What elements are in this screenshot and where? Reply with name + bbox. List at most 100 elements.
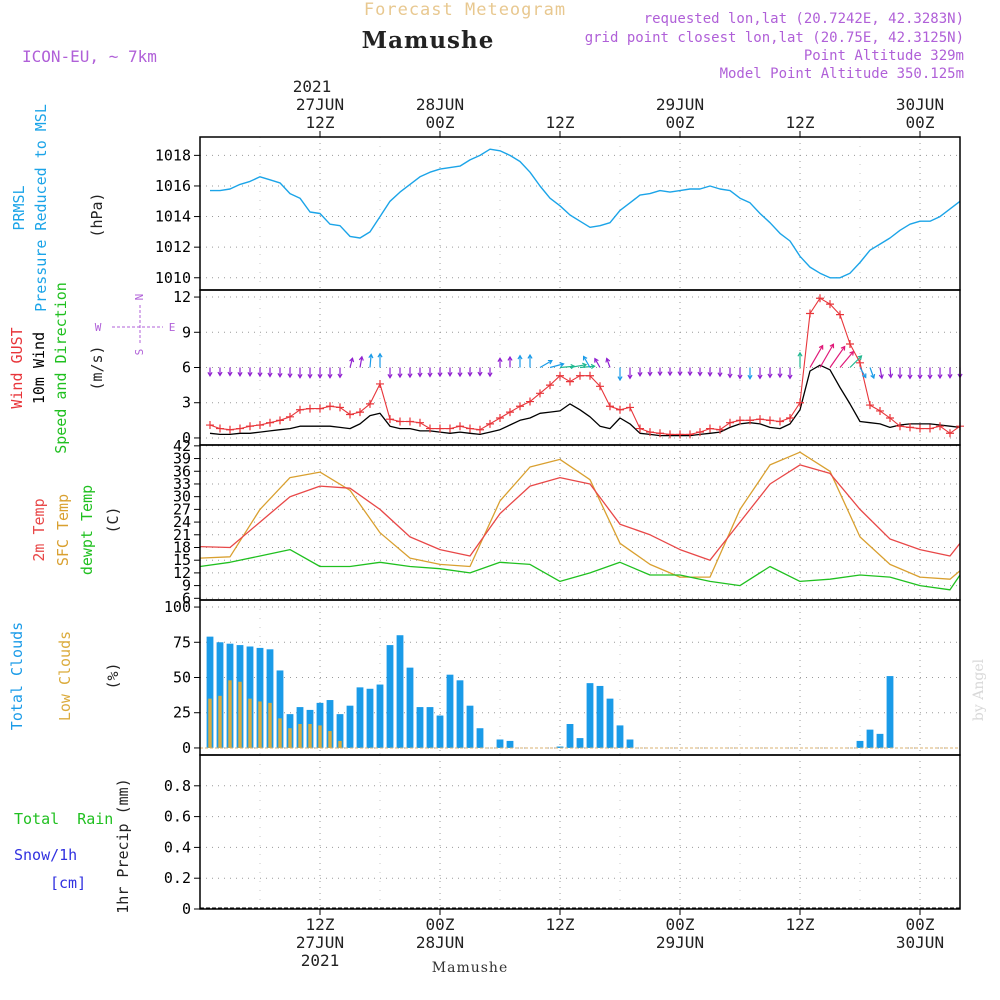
compass-west: W bbox=[95, 321, 102, 334]
wind-arrow-head bbox=[777, 373, 783, 379]
wind-arrow-head bbox=[870, 373, 876, 380]
gust-marker bbox=[776, 417, 784, 426]
y-tick-label: 12 bbox=[173, 564, 191, 582]
wind-arrow-head bbox=[897, 374, 903, 380]
gust-marker bbox=[346, 410, 354, 419]
wind-arrow-head bbox=[757, 374, 763, 380]
y-tick-label: 50 bbox=[173, 669, 191, 687]
wind-arrow-head bbox=[857, 355, 863, 361]
wind-arrow-head bbox=[582, 362, 588, 368]
wind-arrow-shaft bbox=[569, 364, 587, 369]
total-cloud-bar bbox=[366, 688, 374, 748]
wind-gust-line bbox=[209, 297, 961, 435]
gust-marker bbox=[696, 428, 704, 437]
y-tick-label: 9 bbox=[182, 323, 191, 341]
y-tick-label: 0.4 bbox=[164, 838, 191, 856]
low-cloud-bar bbox=[228, 680, 232, 748]
total-clouds-label: Total Clouds bbox=[8, 622, 26, 730]
wind-arrow-head bbox=[387, 373, 393, 379]
gust-marker bbox=[896, 422, 904, 431]
x-label-bottom-date: 30JUN bbox=[896, 933, 944, 952]
gust-marker bbox=[636, 424, 644, 433]
wind-arrow-shaft bbox=[579, 365, 595, 369]
gust-marker bbox=[796, 398, 804, 407]
gust-marker bbox=[366, 399, 374, 408]
gust-marker bbox=[206, 421, 214, 430]
compass-east: E bbox=[169, 321, 176, 334]
point-altitude: Point Altitude 329m bbox=[804, 48, 964, 64]
gust-marker bbox=[816, 294, 824, 303]
gust-marker bbox=[326, 402, 334, 411]
wind-arrow-shaft bbox=[606, 358, 611, 368]
wind-arrow-head bbox=[717, 372, 723, 378]
wind-arrow-head bbox=[437, 372, 443, 378]
gust-marker bbox=[616, 405, 624, 414]
total-cloud-bar bbox=[876, 733, 884, 748]
total-cloud-bar bbox=[396, 635, 404, 748]
wind-arrow-head bbox=[497, 357, 503, 362]
sfc-temp-label: SFC Temp bbox=[54, 494, 72, 566]
total-cloud-bar bbox=[336, 714, 344, 748]
gust-marker bbox=[296, 405, 304, 414]
gust-marker bbox=[916, 424, 924, 433]
low-cloud-bar bbox=[328, 731, 332, 748]
wind-arrow-head bbox=[237, 372, 243, 377]
gust-marker bbox=[396, 417, 404, 426]
wind-arrow-head bbox=[217, 371, 223, 377]
gust-marker bbox=[606, 402, 614, 411]
wind-arrow-head bbox=[487, 372, 493, 378]
gust-marker bbox=[786, 413, 794, 422]
wind-arrow-shaft bbox=[869, 367, 875, 379]
wind-arrow-head bbox=[407, 373, 413, 379]
x-label-top-hour: 00Z bbox=[906, 113, 935, 132]
gust-marker bbox=[946, 429, 954, 438]
total-cloud-bar bbox=[456, 680, 464, 748]
low-cloud-bar bbox=[258, 701, 262, 748]
total-cloud-bar bbox=[886, 676, 894, 748]
low-cloud-bar bbox=[338, 740, 342, 748]
gust-marker bbox=[376, 379, 384, 388]
gust-marker bbox=[666, 430, 674, 439]
wind-arrow-head bbox=[797, 351, 803, 357]
wind-arrow-head bbox=[707, 372, 713, 377]
rain-label: Total Rain bbox=[14, 810, 113, 828]
total-cloud-bar bbox=[496, 739, 504, 748]
gust-marker bbox=[316, 404, 324, 413]
gust-marker bbox=[436, 424, 444, 433]
gust-marker bbox=[216, 424, 224, 433]
y-tick-label: 0 bbox=[182, 739, 191, 757]
gust-marker bbox=[906, 423, 914, 432]
y-tick-label: 33 bbox=[173, 475, 191, 493]
gust-marker bbox=[446, 424, 454, 433]
total-cloud-bar bbox=[626, 739, 634, 748]
y-tick-label: 1014 bbox=[155, 208, 191, 226]
y-tick-label: 0 bbox=[182, 429, 191, 447]
wind-arrow-head bbox=[747, 374, 753, 380]
wind-arrow-head bbox=[317, 373, 323, 379]
panel-frame bbox=[199, 754, 961, 910]
wind-arrow-shaft bbox=[359, 356, 363, 368]
y-tick-label: 1010 bbox=[155, 269, 191, 287]
wind-arrow-shaft bbox=[809, 345, 824, 368]
wind-arrow-head bbox=[590, 363, 596, 370]
wind-arrow-head bbox=[637, 372, 643, 377]
low-cloud-bar bbox=[268, 702, 272, 748]
wind-arrow-head bbox=[829, 343, 835, 349]
wind-arrow-head bbox=[767, 373, 773, 379]
y-tick-label: 30 bbox=[173, 488, 191, 506]
x-label-top-hour: 12Z bbox=[306, 113, 335, 132]
y-tick-label: 36 bbox=[173, 462, 191, 480]
total-cloud-bar bbox=[346, 705, 354, 748]
y-tick-label: 1018 bbox=[155, 146, 191, 164]
wind-arrow-head bbox=[667, 371, 673, 377]
gust-marker bbox=[886, 413, 894, 422]
gust-marker bbox=[656, 429, 664, 438]
total-cloud-bar bbox=[426, 707, 434, 748]
total-cloud-bar bbox=[246, 646, 254, 748]
y-tick-label: 27 bbox=[173, 500, 191, 518]
y-tick-label: 25 bbox=[173, 704, 191, 722]
gust-marker bbox=[876, 406, 884, 415]
y-tick-label: 75 bbox=[173, 633, 191, 651]
wind-arrow-head bbox=[737, 374, 743, 380]
low-cloud-bar bbox=[248, 698, 252, 748]
